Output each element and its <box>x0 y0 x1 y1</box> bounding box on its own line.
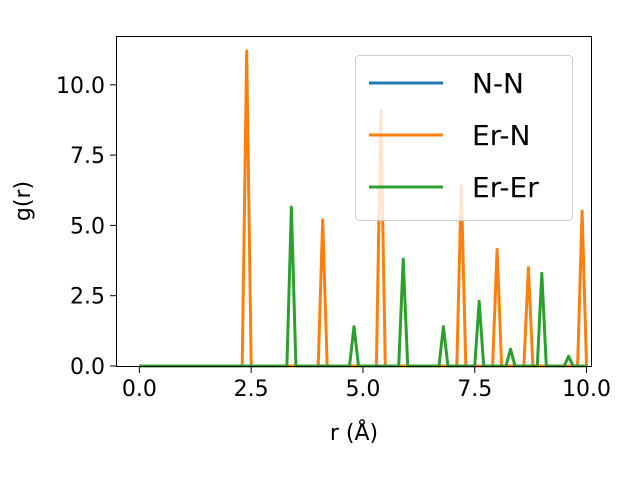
y-tick-label: 10.0 <box>56 74 105 99</box>
y-tick-label: 7.5 <box>70 144 105 169</box>
x-tick-label: 7.5 <box>457 377 492 402</box>
x-tick-label: 2.5 <box>234 377 269 402</box>
legend-label-er-er: Er-Er <box>472 171 539 204</box>
y-tick-label: 0.0 <box>70 355 105 380</box>
axes-frame <box>116 36 592 367</box>
x-tick-label: 5.0 <box>345 377 380 402</box>
x-tick-label: 10.0 <box>562 377 611 402</box>
legend-label-er-n: Er-N <box>472 119 530 152</box>
legend: N-N Er-N Er-Er <box>355 55 573 221</box>
x-axis-title: r (Å) <box>330 419 378 446</box>
y-tick-label: 2.5 <box>70 285 105 310</box>
y-axis: 0.0 2.5 5.0 7.5 10.0 <box>56 74 117 380</box>
x-axis: 0.0 2.5 5.0 7.5 10.0 <box>122 366 611 402</box>
y-tick-label: 5.0 <box>70 214 105 239</box>
legend-label-n-n: N-N <box>472 67 524 100</box>
x-tick-label: 0.0 <box>122 377 157 402</box>
y-axis-title: g(r) <box>11 181 36 221</box>
legend-box <box>355 55 573 221</box>
